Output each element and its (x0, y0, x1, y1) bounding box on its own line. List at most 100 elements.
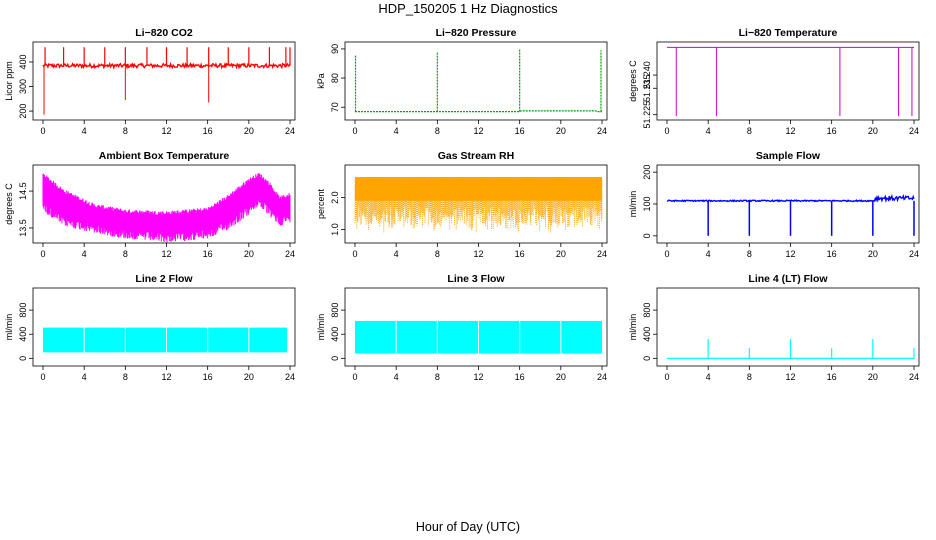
x-tick-label: 4 (394, 126, 399, 136)
figure-title: HDP_150205 1 Hz Diagnostics (378, 1, 558, 16)
panel-title: Gas Stream RH (438, 150, 514, 162)
y-tick-label: 51.235 (642, 74, 652, 102)
y-axis-label: percent (316, 188, 326, 219)
y-tick-label: 70 (330, 102, 340, 112)
x-tick-label: 24 (909, 372, 919, 382)
x-tick-label: 4 (394, 372, 399, 382)
chart-panel-6: Sample Flow ml/min 0 4 8 12 16 20 24 0 100 200 (628, 150, 920, 259)
x-tick-label: 4 (706, 372, 711, 382)
plot-frame (344, 287, 608, 367)
y-tick-label: 400 (18, 54, 28, 69)
y-tick-label: 0 (642, 233, 652, 238)
plot-frame (32, 287, 296, 367)
x-tick-label: 24 (285, 372, 295, 382)
pressure-line (355, 110, 602, 113)
x-tick-label: 8 (747, 372, 752, 382)
panel-title: Line 3 Flow (447, 273, 505, 285)
y-axis-label: ml/min (628, 191, 638, 218)
x-tick-label: 0 (352, 126, 357, 136)
x-tick-label: 20 (244, 126, 254, 136)
x-tick-label: 20 (244, 372, 254, 382)
x-tick-label: 12 (785, 126, 795, 136)
x-tick-label: 20 (556, 249, 566, 259)
x-tick-label: 12 (161, 372, 171, 382)
x-tick-label: 12 (161, 249, 171, 259)
chart-panel-7: Line 2 Flow ml/min 0 4 8 12 16 20 24 0 400 800 (4, 273, 296, 382)
y-tick-label: 14.5 (18, 182, 28, 200)
plot-frame (32, 41, 296, 121)
x-tick-label: 16 (827, 249, 837, 259)
y-tick-label: 400 (330, 327, 340, 342)
chart-panel-3: Li−820 Temperature degrees C 0 4 8 12 16 20 24 51… (628, 27, 920, 136)
x-tick-label: 16 (203, 372, 213, 382)
x-tick-label: 16 (203, 249, 213, 259)
chart-panel-9: Line 4 (LT) Flow ml/min 0 4 8 12 16 20 24 0 400 800 (628, 273, 920, 382)
y-tick-label: 0 (330, 356, 340, 361)
x-tick-label: 20 (244, 249, 254, 259)
sample-flow-line (667, 194, 915, 203)
x-tick-label: 4 (82, 126, 87, 136)
series-co2 (42, 47, 291, 115)
y-tick-label: 300 (18, 79, 28, 94)
x-tick-label: 0 (352, 249, 357, 259)
x-tick-label: 0 (664, 249, 669, 259)
plot-frame (656, 164, 920, 244)
y-tick-label: 800 (642, 303, 652, 318)
x-tick-label: 12 (473, 126, 483, 136)
x-tick-label: 12 (785, 249, 795, 259)
x-tick-label: 0 (40, 249, 45, 259)
x-tick-label: 0 (664, 372, 669, 382)
x-tick-label: 4 (394, 249, 399, 259)
plot-frame (344, 41, 608, 121)
x-tick-label: 4 (82, 372, 87, 382)
x-tick-label: 8 (435, 249, 440, 259)
y-axis-label: kPa (316, 73, 326, 89)
chart-panel-5: Gas Stream RH percent 0 4 8 12 16 20 24 1.0 2.0 (316, 150, 608, 259)
panel-title: Line 2 Flow (135, 273, 193, 285)
x-tick-label: 20 (868, 249, 878, 259)
y-axis-label: Licor ppm (4, 61, 14, 101)
panel-title: Li−820 CO2 (135, 27, 193, 39)
y-tick-label: 51.240 (642, 61, 652, 89)
y-axis-label: ml/min (4, 314, 14, 341)
y-tick-label: 400 (18, 327, 28, 342)
x-tick-label: 12 (473, 372, 483, 382)
series-temperature (667, 46, 914, 116)
y-tick-label: 1.0 (330, 223, 340, 236)
chart-panel-8: Line 3 Flow ml/min 0 4 8 12 16 20 24 0 400 800 (316, 273, 608, 382)
plot-frame (344, 164, 608, 244)
panel-title: Li−820 Temperature (739, 27, 838, 39)
y-tick-label: 13.5 (18, 219, 28, 237)
series-box-temp (42, 173, 291, 243)
panel-title: Li−820 Pressure (436, 27, 517, 39)
figure-x-axis-label: Hour of Day (UTC) (416, 520, 520, 534)
x-tick-label: 24 (597, 126, 607, 136)
x-tick-label: 16 (827, 126, 837, 136)
y-tick-label: 51.225 (642, 101, 652, 129)
x-tick-label: 8 (747, 126, 752, 136)
x-tick-label: 16 (203, 126, 213, 136)
x-tick-label: 8 (747, 249, 752, 259)
x-tick-label: 16 (515, 372, 525, 382)
y-axis-label: ml/min (628, 314, 638, 341)
x-tick-label: 16 (515, 126, 525, 136)
x-tick-label: 0 (664, 126, 669, 136)
chart-panel-2: Li−820 Pressure kPa 0 4 8 12 16 20 24 70 80 90 (316, 27, 608, 136)
x-tick-label: 0 (352, 372, 357, 382)
chart-panel-1: Li−820 CO2 Licor ppm 0 4 8 12 16 20 24 200 300 400 (4, 27, 296, 136)
plot-frame (656, 41, 920, 121)
x-tick-label: 24 (285, 249, 295, 259)
y-tick-label: 90 (330, 44, 340, 54)
x-tick-label: 8 (123, 372, 128, 382)
x-tick-label: 24 (909, 126, 919, 136)
chart-panel-4: Ambient Box Temperature degrees C 0 4 8 12 16 2… (4, 150, 296, 259)
flow-band (43, 327, 287, 353)
series-line-3 (355, 320, 602, 354)
panel-title: Ambient Box Temperature (99, 150, 230, 162)
x-tick-label: 0 (40, 126, 45, 136)
y-tick-label: 0 (642, 356, 652, 361)
y-tick-label: 100 (642, 196, 652, 211)
series-pressure (354, 48, 602, 113)
